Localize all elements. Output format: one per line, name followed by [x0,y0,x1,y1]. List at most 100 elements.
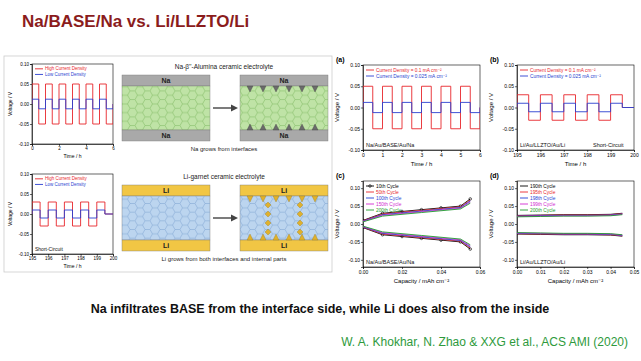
y-axis-tick-label: -0.05 [503,239,515,245]
x-axis-tick-label: 0.06 [476,269,486,275]
electrode-label: Na [162,132,171,139]
y-axis: -0.10-0.050.000.050.10 [503,182,518,268]
y-axis: -0.10-0.050.000.050.10 [349,62,364,153]
x-axis-tick-label: 198 [77,256,85,261]
series-line [363,102,480,112]
x-axis-tick-label: 1 [382,152,385,158]
y-axis-tick: 0.10 [504,185,517,191]
x-axis: 195196197198199200 [513,150,639,158]
x-axis-tick: 0.01 [536,267,546,275]
internal-dendrite [297,211,303,217]
y-axis: -0.10-0.050.000.050.10 [503,62,518,153]
x-axis-tick-label: 0.02 [559,269,569,275]
y-axis-tick-mark [515,206,517,207]
legend-label: High Current Density [45,66,88,71]
x-axis-tick: 196 [537,150,546,158]
legend-label: 199th Cycle [530,202,556,207]
legend-label: Low Current Density [45,72,87,77]
y-axis-line [361,182,364,268]
series-group [363,86,480,129]
y-axis-tick-mark [361,188,363,189]
dendrite [247,196,253,202]
y-axis-tick: 0.00 [20,102,32,107]
y-axis-tick-mark [30,104,32,105]
legend-swatch [520,186,528,187]
y-axis-tick-mark [515,65,517,66]
x-axis-tick-label: 200 [630,152,639,158]
y-axis-tick-label: 0.10 [350,185,360,191]
panel-label: (a) [336,56,345,64]
y-axis-line [361,66,364,151]
plot-frame [517,181,634,267]
y-axis-tick: 0.10 [20,172,32,177]
plot-frame [32,174,113,254]
y-axis-tick-label: 0.10 [504,62,514,68]
y-axis-title: Voltage / V [488,93,494,122]
electrode-label: Li [163,242,169,249]
x-axis-tick: 4 [440,150,443,158]
y-axis-tick-mark [361,206,363,207]
dendrite [286,196,292,202]
legend-label: Current Density = 0.025 mA cm⁻² [376,74,447,79]
legend-swatch [520,76,528,77]
dendrite [273,234,279,240]
y-axis-tick-label: 0.10 [504,185,514,191]
legend-swatch [520,192,528,193]
series-line [517,214,622,235]
panel-label: (c) [336,172,345,180]
y-axis-tick-mark [515,86,517,87]
y-axis-tick-label: -0.10 [19,142,30,147]
x-axis-title: Capacity / mAh cm⁻² [394,278,450,284]
y-axis-tick-label: 0.00 [350,221,360,227]
x-axis-tick: 0.04 [437,267,447,275]
y-axis-tick-mark [30,124,32,125]
plot-frame [32,64,113,144]
citation: W. A. Khokhar, N. Zhao & XXG et al., ACS… [341,335,628,349]
y-axis-tick: 0.05 [504,83,517,89]
plot-area: 0246-0.10-0.050.000.050.10Time / hVoltag… [7,62,115,159]
legend-label: 50th Cycle [376,190,399,195]
series-marker [469,198,472,201]
y-axis-tick: -0.05 [503,239,517,245]
series-line [517,103,634,112]
x-axis-tick-label: 0.02 [398,269,408,275]
schematic-title: Li-garnet ceramic electrolyte [183,173,265,181]
x-axis-tick-label: 0.04 [606,269,616,275]
x-axis: 0.000.020.040.06 [359,267,486,275]
ceramic [122,196,210,240]
x-axis-tick-label: 4 [85,146,88,151]
x-axis-tick: 199 [94,254,102,261]
y-axis-tick-label: -0.05 [19,122,30,127]
electrode-label: Na [280,132,289,139]
y-axis-tick-label: 0.05 [350,203,360,209]
legend-swatch [366,76,374,77]
y-axis-tick: -0.05 [503,126,517,132]
annotation: Short-Circuit [35,246,63,252]
electrode-label: Li [281,242,287,249]
schematic-note: Na grows from interfaces [191,146,258,152]
chart: 0.000.010.020.030.040.05-0.10-0.050.000.… [488,172,639,284]
x-axis-tick-label: 0.00 [513,269,523,275]
slide: Na/BASE/Na vs. Li/LLZTO/LiNa infiltrates… [0,0,641,361]
x-axis-tick-label: 0.01 [536,269,546,275]
panel-label: (d) [490,172,499,180]
series-line [363,203,470,245]
x-axis-title: Capacity / mAh cm⁻² [548,278,604,284]
x-axis-title: Time / h [64,153,82,159]
electrode-strip [240,75,328,86]
legend-swatch [366,186,374,187]
y-axis-tick-label: 0.10 [350,62,360,68]
y-axis-tick-label: -0.10 [349,257,361,263]
y-axis-tick: 0.10 [20,62,32,67]
legend-swatch [366,204,374,205]
x-axis-tick-label: 195 [513,152,522,158]
x-axis-tick-label: 3 [421,152,424,158]
y-axis-tick-mark [515,129,517,130]
y-axis-tick-label: -0.05 [349,126,361,132]
electrode-strip [122,185,210,196]
electrode-label: Li [163,187,169,194]
arrow-shaft [213,217,232,218]
electrode-label: Na [280,77,289,84]
y-axis-tick-mark [515,188,517,189]
plot-frame [363,65,480,150]
